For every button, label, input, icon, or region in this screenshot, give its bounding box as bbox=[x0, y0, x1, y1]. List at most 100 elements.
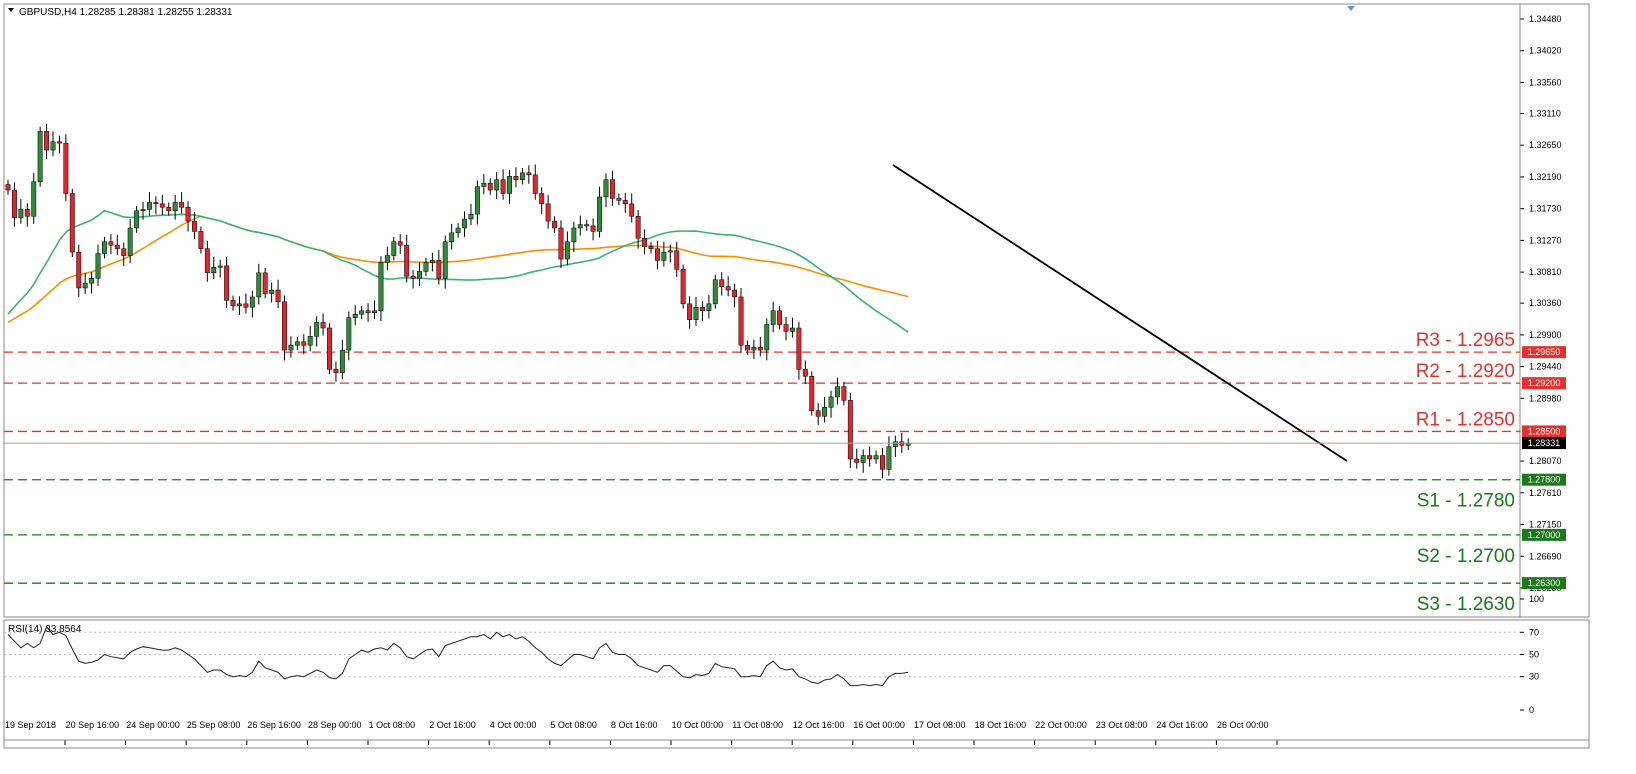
candle-body bbox=[243, 303, 249, 308]
moving-average-orange bbox=[7, 215, 909, 324]
candle-body bbox=[301, 341, 307, 346]
time-axis: 19 Sep 2018 20 Sep 16:00 24 Sep 00:00 25 Se… bbox=[4, 720, 1589, 745]
candle-body bbox=[841, 386, 847, 401]
candle-body bbox=[790, 327, 795, 332]
candle-body bbox=[558, 227, 564, 260]
candle-body bbox=[770, 310, 776, 325]
candle-body bbox=[642, 238, 648, 247]
candle-body bbox=[751, 347, 757, 351]
candle-body bbox=[532, 174, 538, 194]
level-badge-label: 1.29200 bbox=[1528, 378, 1561, 388]
candle-body bbox=[346, 317, 352, 351]
candle-body bbox=[44, 131, 50, 151]
candle-body bbox=[134, 210, 140, 229]
candle-body bbox=[237, 303, 242, 307]
candle-body bbox=[667, 250, 673, 253]
price-tick-label: 1.32650 bbox=[1529, 140, 1562, 150]
level-badge-s3 bbox=[1522, 577, 1566, 590]
price-tick-label: 1.28980 bbox=[1529, 393, 1562, 403]
candle-body bbox=[635, 216, 641, 239]
trendline bbox=[892, 164, 1348, 462]
candle-body bbox=[249, 296, 255, 308]
moving-average-green bbox=[7, 209, 909, 333]
level-badge-r1 bbox=[1522, 425, 1566, 438]
candle-body bbox=[69, 193, 75, 253]
candle-body bbox=[648, 246, 654, 249]
candle-body bbox=[597, 196, 603, 232]
level-badge-s1 bbox=[1522, 473, 1566, 486]
candle-body bbox=[147, 202, 152, 210]
rsi-tick-label: 70 bbox=[1529, 627, 1539, 637]
level-label-s3: S3 - 1.2630 bbox=[1417, 594, 1515, 615]
candle-body bbox=[275, 289, 281, 303]
candle-body bbox=[577, 224, 583, 229]
candle-body bbox=[738, 296, 744, 346]
candle-body bbox=[764, 324, 770, 351]
candle-body bbox=[564, 241, 570, 260]
candle-body bbox=[314, 322, 320, 337]
candle-body bbox=[423, 262, 429, 272]
time-tick-label: 19 Sep 2018 bbox=[5, 720, 56, 730]
moving-averages bbox=[7, 209, 909, 333]
price-axis: 1.34480 1.34020 1.33560 1.33110 1.32650 1.321… bbox=[1519, 4, 1562, 617]
rsi-indicator: 100 70 50 30 0 bbox=[4, 594, 1544, 715]
rsi-label: RSI(14) 33.8564 bbox=[8, 624, 82, 635]
candle-body bbox=[294, 341, 300, 346]
candle-body bbox=[513, 176, 519, 180]
time-tick-label: 2 Oct 16:00 bbox=[429, 720, 476, 730]
time-tick-label: 10 Oct 00:00 bbox=[672, 720, 724, 730]
main-panel-frame bbox=[3, 3, 1590, 618]
candle-body bbox=[455, 227, 461, 234]
price-tick-label: 1.31730 bbox=[1529, 204, 1562, 214]
candle-body bbox=[89, 278, 95, 284]
time-tick-label: 24 Sep 00:00 bbox=[126, 720, 180, 730]
candle-body bbox=[102, 241, 107, 254]
candle-body bbox=[835, 386, 840, 398]
price-tick-label: 1.33560 bbox=[1529, 77, 1562, 87]
candle-body bbox=[822, 407, 828, 417]
candle-body bbox=[449, 232, 455, 243]
candle-body bbox=[5, 184, 11, 191]
price-tick-label: 1.30360 bbox=[1529, 298, 1562, 308]
candle-body bbox=[609, 179, 615, 199]
candle-body bbox=[719, 279, 725, 287]
candle-body bbox=[159, 203, 165, 208]
price-tick-label: 1.34020 bbox=[1529, 46, 1562, 56]
candle-body bbox=[95, 253, 101, 279]
candle-body bbox=[442, 241, 448, 279]
level-badge-r3 bbox=[1522, 346, 1566, 359]
candle-body bbox=[892, 441, 898, 447]
candle-body bbox=[82, 282, 88, 289]
downtrend-line bbox=[892, 164, 1348, 462]
time-tick-label: 28 Sep 00:00 bbox=[308, 720, 362, 730]
time-tick-label: 8 Oct 16:00 bbox=[611, 720, 658, 730]
scroll-marker-icon[interactable] bbox=[1347, 6, 1355, 11]
price-tick-label: 1.26690 bbox=[1529, 551, 1562, 561]
candle-body bbox=[468, 213, 474, 220]
time-tick-label: 22 Oct 00:00 bbox=[1035, 720, 1087, 730]
candle-body bbox=[24, 209, 30, 217]
candle-body bbox=[867, 455, 873, 460]
price-tick-label: 1.29440 bbox=[1529, 362, 1562, 372]
current-price-badge bbox=[1522, 437, 1566, 450]
candle-body bbox=[584, 224, 590, 227]
candle-body bbox=[333, 369, 339, 374]
candle-body bbox=[352, 313, 358, 318]
candle-body bbox=[783, 324, 789, 332]
candle-body bbox=[796, 327, 802, 370]
level-badge-label: 1.27000 bbox=[1528, 530, 1561, 540]
candle-body bbox=[37, 131, 43, 183]
candle-body bbox=[680, 269, 686, 305]
rsi-tick-label: 0 bbox=[1529, 705, 1534, 715]
candle-body bbox=[11, 189, 17, 218]
candle-body bbox=[365, 310, 371, 314]
candle-body bbox=[487, 182, 493, 191]
candle-body bbox=[153, 202, 159, 205]
candle-body bbox=[31, 181, 37, 217]
rsi-panel-frame bbox=[3, 619, 1590, 749]
level-label-r1: R1 - 1.2850 bbox=[1416, 409, 1515, 430]
candle-body bbox=[886, 446, 892, 470]
candle-body bbox=[172, 202, 178, 211]
triangle-down-icon[interactable] bbox=[8, 8, 14, 12]
time-tick-label: 24 Oct 16:00 bbox=[1156, 720, 1208, 730]
